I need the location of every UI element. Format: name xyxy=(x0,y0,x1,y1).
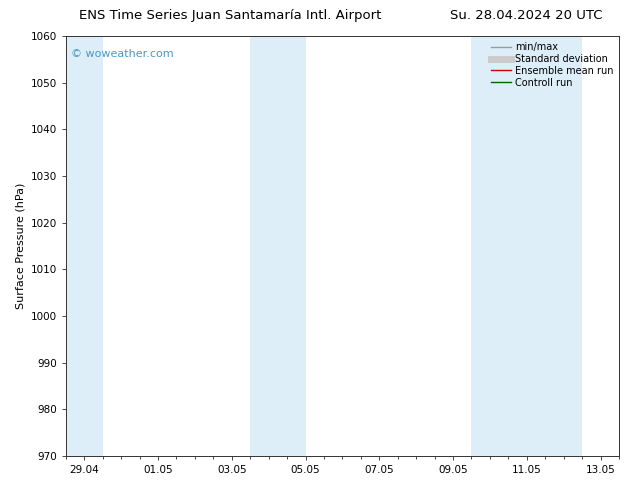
Text: Su. 28.04.2024 20 UTC: Su. 28.04.2024 20 UTC xyxy=(450,9,602,22)
Legend: min/max, Standard deviation, Ensemble mean run, Controll run: min/max, Standard deviation, Ensemble me… xyxy=(488,38,617,92)
Bar xyxy=(472,36,582,456)
Bar xyxy=(66,36,103,456)
Text: ENS Time Series Juan Santamaría Intl. Airport: ENS Time Series Juan Santamaría Intl. Ai… xyxy=(79,9,382,22)
Text: © woweather.com: © woweather.com xyxy=(72,49,174,59)
Y-axis label: Surface Pressure (hPa): Surface Pressure (hPa) xyxy=(15,183,25,309)
Bar xyxy=(250,36,306,456)
